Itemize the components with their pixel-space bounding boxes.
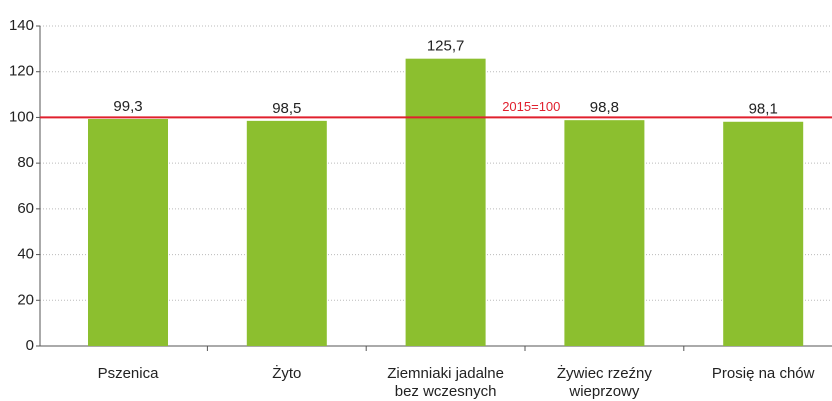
x-tick-label: Ziemniaki jadalne bez wczesnych: [387, 365, 504, 400]
value-label: 99,3: [113, 98, 142, 115]
value-label: 98,5: [272, 100, 301, 117]
x-tick-label: Żyto: [272, 364, 301, 382]
reference-label: 2015=100: [502, 99, 560, 114]
y-tick-label: 60: [17, 200, 34, 217]
y-tick-label: 20: [17, 291, 34, 308]
y-tick-label: 100: [9, 108, 34, 125]
bar: [723, 121, 804, 347]
y-tick-label: 140: [9, 17, 34, 34]
bar: [246, 120, 327, 346]
x-tick-label: Pszenica: [98, 365, 160, 382]
y-tick-label: 40: [17, 246, 34, 263]
y-tick-label: 0: [26, 337, 34, 354]
bar: [564, 120, 645, 347]
y-tick-label: 120: [9, 63, 34, 80]
x-tick-label: Żywiec rzeźny wieprzowy: [557, 364, 653, 400]
bar: [405, 58, 486, 346]
y-tick-label: 80: [17, 154, 34, 171]
value-label: 98,1: [749, 101, 778, 118]
bar: [88, 119, 168, 347]
x-tick-label: Prosię na chów: [712, 365, 815, 382]
value-label: 98,8: [590, 99, 619, 116]
value-label: 125,7: [427, 38, 465, 55]
